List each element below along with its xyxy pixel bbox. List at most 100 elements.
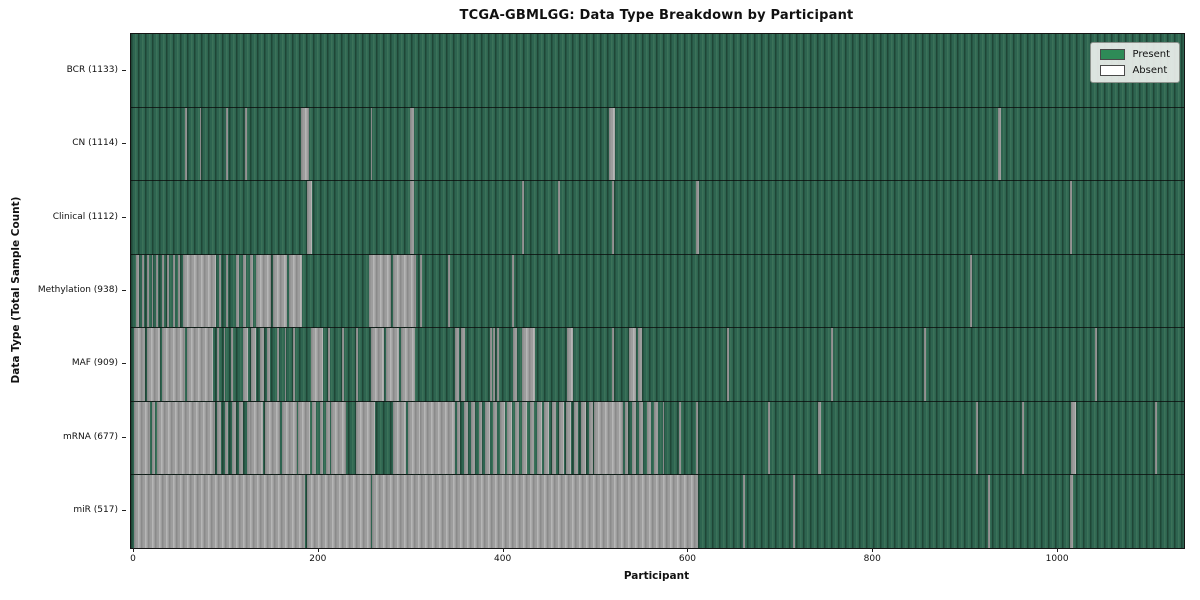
absent-segment: [167, 254, 170, 328]
chart-title: TCGA-GBMLGG: Data Type Breakdown by Part…: [459, 8, 854, 23]
absent-segment: [133, 401, 150, 475]
absent-segment: [463, 401, 468, 475]
absent-segment: [1071, 401, 1076, 475]
absent-segment: [355, 328, 358, 401]
absent-segment: [987, 475, 990, 549]
x-tick-label: 400: [494, 554, 512, 564]
absent-segment: [420, 254, 423, 328]
y-tick-mark: [122, 290, 126, 291]
absent-segment: [830, 328, 833, 401]
absent-segment: [511, 254, 514, 328]
absent-segment: [637, 328, 643, 401]
absent-segment: [224, 401, 229, 475]
absent-segment: [133, 328, 146, 401]
absent-segment: [281, 401, 297, 475]
absent-segment: [975, 401, 978, 475]
row-methylation: [131, 253, 1184, 328]
absent-segment: [146, 328, 160, 401]
y-tick-label: miR (517): [73, 505, 118, 516]
absent-segment: [267, 328, 270, 401]
absent-segment: [372, 475, 698, 549]
absent-segment: [608, 107, 615, 181]
absent-segment: [172, 254, 175, 328]
x-tick-mark: [1057, 548, 1059, 552]
absent-segment: [536, 401, 542, 475]
absent-segment: [277, 328, 280, 401]
absent-segment: [493, 328, 496, 401]
absent-segment: [544, 401, 549, 475]
absent-segment: [326, 401, 330, 475]
absent-segment: [146, 254, 149, 328]
absent-segment: [272, 254, 288, 328]
y-tick-label: Clinical (1112): [52, 211, 118, 222]
x-axis-label: Participant: [623, 570, 690, 582]
absent-segment: [507, 401, 512, 475]
absent-segment: [341, 328, 344, 401]
x-tick-label: 200: [309, 554, 327, 564]
row-cn: [131, 106, 1184, 181]
absent-segment: [319, 401, 324, 475]
absent-segment: [512, 328, 518, 401]
absent-segment: [410, 181, 414, 254]
absent-segment: [611, 328, 614, 401]
y-tick-mark: [122, 510, 126, 512]
present-swatch-icon: [1100, 49, 1126, 60]
legend-label-absent: Absent: [1132, 65, 1168, 76]
absent-segment: [178, 254, 181, 328]
absent-segment: [151, 254, 154, 328]
absent-segment: [135, 254, 139, 328]
y-tick-mark: [122, 69, 126, 71]
absent-segment: [588, 401, 594, 475]
absent-segment: [695, 181, 699, 254]
absent-segment: [231, 328, 233, 401]
absent-segment: [629, 328, 636, 401]
absent-segment: [695, 401, 698, 475]
legend-item-absent: Absent: [1100, 65, 1170, 76]
absent-segment: [182, 254, 217, 328]
absent-segment: [223, 328, 226, 401]
absent-segment: [250, 254, 254, 328]
absent-segment: [255, 254, 271, 328]
y-tick-mark: [122, 436, 126, 438]
row-clinical: [131, 180, 1184, 254]
y-tick-mark: [122, 143, 126, 145]
absent-segment: [161, 254, 164, 328]
absent-segment: [186, 328, 214, 401]
absent-segment: [454, 328, 460, 401]
absent-segment: [632, 401, 636, 475]
absent-segment: [567, 328, 573, 401]
absent-segment: [594, 401, 623, 475]
legend-label-present: Present: [1132, 49, 1170, 60]
absent-segment: [306, 181, 313, 254]
absent-segment: [239, 401, 244, 475]
absent-segment: [817, 401, 821, 475]
absent-segment: [231, 401, 236, 475]
row-mir: [131, 474, 1184, 549]
absent-segment: [1070, 475, 1073, 549]
row-maf: [131, 327, 1184, 401]
x-tick-label: 0: [130, 554, 136, 564]
absent-segment: [306, 475, 371, 549]
absent-segment: [243, 328, 248, 401]
absent-segment: [246, 401, 251, 475]
absent-segment: [522, 401, 527, 475]
absent-segment: [133, 475, 305, 549]
absent-segment: [624, 401, 629, 475]
absent-segment: [420, 401, 455, 475]
legend-item-present: Present: [1100, 49, 1170, 60]
absent-segment: [259, 328, 265, 401]
absent-segment: [151, 401, 156, 475]
absent-swatch-icon: [1100, 65, 1126, 76]
absent-segment: [727, 328, 730, 401]
absent-segment: [970, 254, 973, 328]
y-axis-tick-labels: BCR (1133) CN (1114) Clinical (1112) Methyl…: [0, 33, 126, 547]
absent-segment: [251, 328, 256, 401]
absent-segment: [514, 401, 520, 475]
row-bcr: [131, 34, 1184, 107]
absent-segment: [355, 401, 376, 475]
absent-segment: [559, 401, 564, 475]
absent-segment: [370, 107, 373, 181]
absent-segment: [558, 181, 560, 254]
absent-segment: [792, 475, 795, 549]
y-tick-label: MAF (909): [71, 358, 118, 369]
